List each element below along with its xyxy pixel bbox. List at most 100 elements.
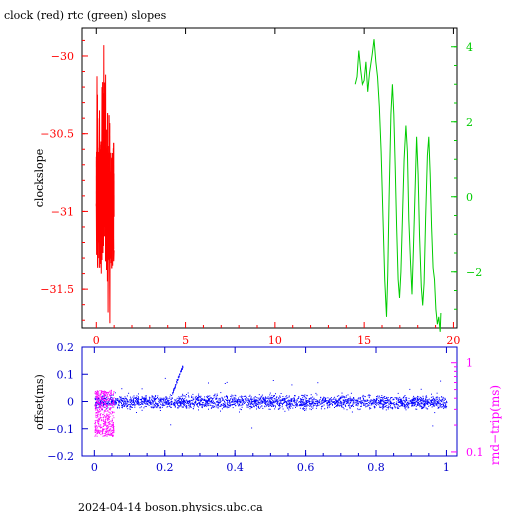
offset-point (217, 407, 219, 409)
round-trip-point (95, 396, 97, 398)
offset-point (277, 399, 279, 401)
round-trip-point (106, 410, 108, 412)
offset-point (260, 406, 262, 408)
round-trip-point (95, 431, 96, 433)
offset-point (168, 402, 170, 404)
round-trip-point (108, 418, 110, 420)
offset-point (184, 400, 186, 402)
offset-point (293, 399, 295, 401)
offset-point (220, 410, 221, 412)
offset-point (98, 398, 100, 400)
offset-point (217, 400, 219, 402)
bottom-x-tick-label: 0.4 (226, 461, 244, 474)
offset-point (259, 401, 261, 403)
offset-point (154, 395, 156, 397)
offset-point (168, 398, 170, 399)
offset-point (160, 399, 162, 401)
offset-point (206, 402, 208, 404)
offset-point (299, 401, 300, 403)
offset-point (250, 397, 252, 399)
offset-point (434, 401, 436, 403)
offset-point (118, 405, 120, 407)
offset-point (160, 407, 162, 409)
offset-point (96, 402, 98, 404)
offset-point (381, 395, 383, 397)
offset-point (315, 403, 317, 405)
offset-point (396, 403, 398, 405)
round-trip-point (96, 401, 98, 403)
round-trip-point (107, 425, 109, 427)
offset-point (389, 406, 391, 408)
offset-point (288, 399, 290, 401)
offset-point (282, 408, 284, 410)
offset-point (400, 405, 402, 407)
round-trip-point (112, 426, 114, 428)
offset-point (181, 406, 183, 408)
round-trip-point (101, 403, 103, 405)
offset-point (279, 395, 281, 397)
offset-point (361, 396, 363, 398)
round-trip-point (106, 413, 108, 415)
offset-point (228, 406, 230, 408)
offset-point (212, 405, 214, 406)
offset-point (443, 404, 444, 406)
offset-point (420, 403, 422, 404)
offset-point (258, 402, 260, 404)
offset-point (251, 406, 253, 408)
offset-point (321, 400, 323, 401)
offset-point (270, 398, 272, 400)
offset-point (396, 397, 398, 399)
offset-point (290, 399, 292, 401)
round-trip-point (104, 403, 106, 405)
round-trip-point (97, 414, 99, 416)
round-trip-point (113, 406, 115, 408)
offset-point (244, 403, 246, 404)
offset-point (345, 399, 347, 401)
offset-point (175, 399, 177, 401)
round-trip-point (109, 430, 110, 432)
offset-point (356, 399, 358, 401)
offset-point (130, 406, 132, 408)
offset-point (266, 405, 268, 407)
offset-point (216, 401, 218, 403)
offset-point (408, 403, 409, 405)
round-trip-points (94, 389, 115, 437)
offset-point (224, 396, 226, 398)
offset-point (269, 401, 271, 403)
round-trip-point (99, 405, 100, 407)
offset-point (443, 405, 445, 407)
offset-point (288, 395, 290, 397)
offset-point (414, 399, 416, 401)
offset-point (409, 388, 411, 390)
offset-point (425, 396, 427, 398)
offset-point (414, 398, 416, 400)
offset-point (278, 398, 280, 399)
offset-point (363, 395, 365, 397)
offset-point (239, 399, 241, 401)
offset-point (336, 404, 338, 406)
offset-point (309, 406, 311, 407)
offset-point (109, 403, 110, 404)
offset-point (341, 396, 343, 398)
offset-point (201, 407, 203, 409)
round-trip-point (101, 401, 103, 403)
round-trip-point (105, 422, 107, 424)
offset-point (224, 404, 226, 406)
offset-point (336, 395, 338, 397)
offset-point (239, 403, 241, 405)
offset-point (323, 402, 325, 403)
offset-feature-point (177, 376, 179, 378)
offset-point (129, 399, 131, 401)
offset-point (249, 394, 251, 396)
offset-point (206, 396, 208, 398)
offset-point (413, 395, 415, 397)
offset-point (408, 404, 410, 406)
offset-point (446, 405, 448, 407)
offset-point (357, 408, 359, 410)
offset-point (357, 405, 359, 407)
offset-feature-point (176, 379, 178, 381)
offset-point (287, 407, 289, 409)
offset-point (149, 398, 151, 400)
offset-point (423, 397, 424, 399)
offset-point (348, 399, 349, 401)
